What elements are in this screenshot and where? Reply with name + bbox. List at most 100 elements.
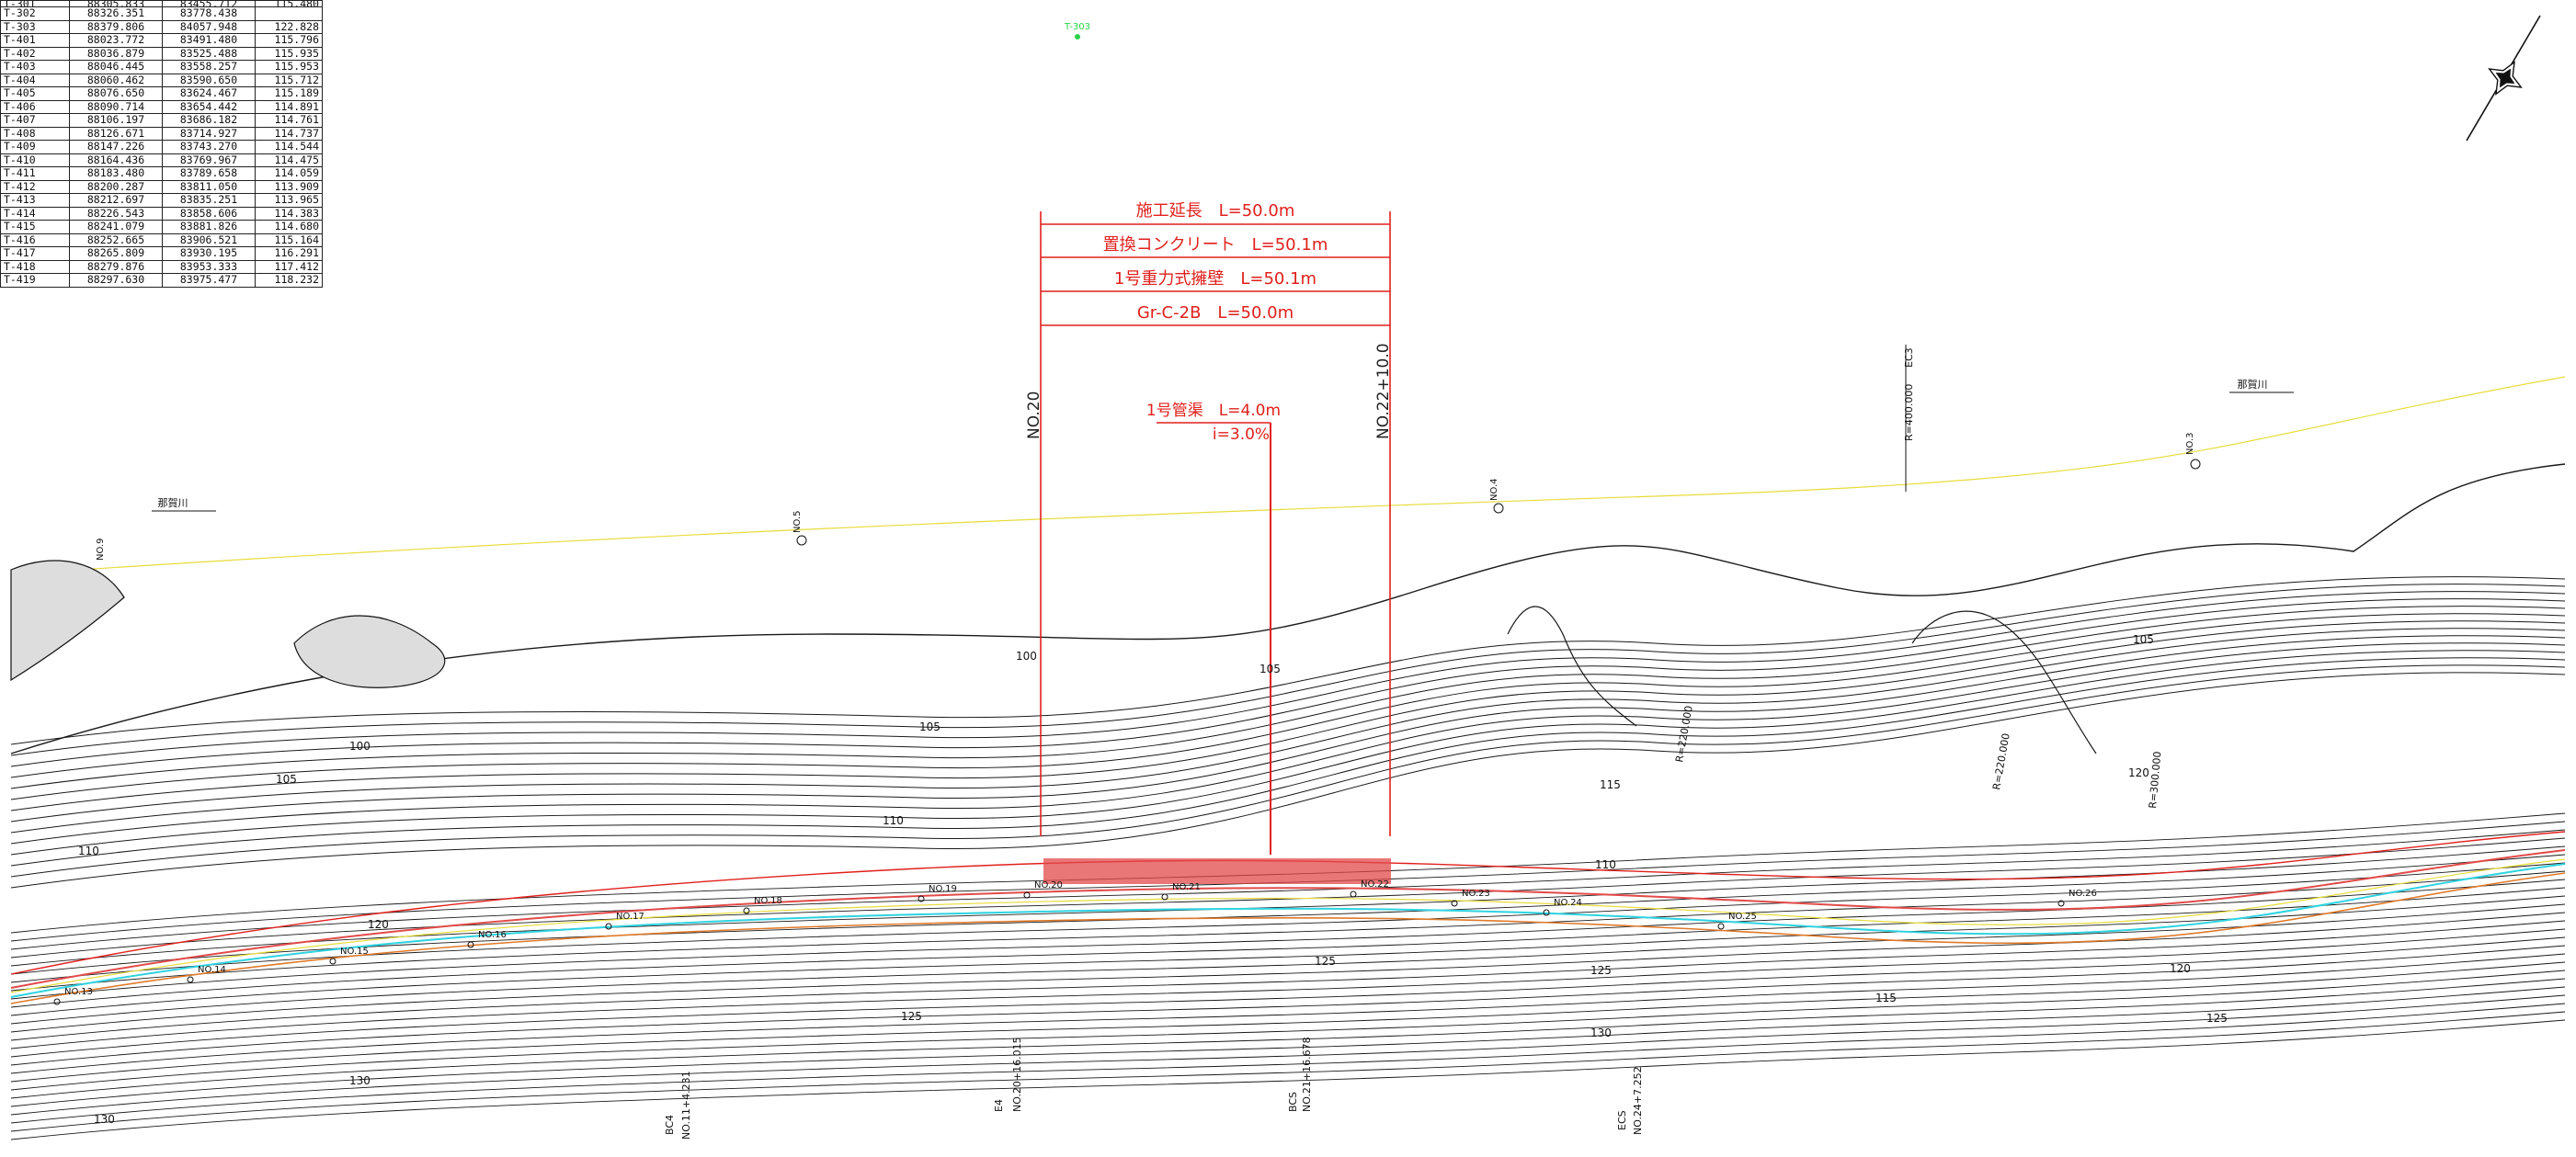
survey-row: T-407 88106.197 83686.182 114.761 [0,113,323,128]
x-coord: 88297.630 [69,273,163,288]
bottom-label-e4: E4 [993,1099,1005,1112]
station-end-label: NO.22+10.0 [1374,343,1393,439]
point-id: T-415 [0,220,70,234]
curve-label-ec3: EC3 [1903,347,1915,368]
y-coord: 83558.257 [162,60,256,74]
elevation: 114.544 [255,140,323,154]
elevation: 118.232 [255,273,323,288]
road-station-label: NO.19 [929,884,957,894]
point-id: T-409 [0,140,70,154]
contour-label: 130 [349,1074,370,1087]
elevation: 113.909 [255,179,323,194]
contour-label: 130 [94,1113,115,1126]
point-id: T-418 [0,259,70,274]
y-coord: 83835.251 [162,193,256,208]
survey-row: T-412 88200.287 83811.050 113.909 [0,179,323,194]
road-station-label: NO.21 [1172,882,1201,892]
contour-label: 120 [2170,962,2191,975]
survey-row: T-413 88212.697 83835.251 113.965 [0,193,323,208]
curve-label-bc-b: NO.21+16.678 [1301,1037,1313,1112]
x-coord: 88226.543 [69,206,163,221]
contour-label: 110 [1595,858,1616,871]
survey-row: T-411 88183.480 83789.658 114.059 [0,166,323,181]
curve-label-bc-left: NO.11+4.231 [680,1071,692,1140]
survey-row: T-401 88023.772 83491.480 115.796 [0,33,323,48]
elevation: 115.953 [255,60,323,74]
elevation: 122.828 [255,19,323,34]
station-no4: NO.4 [1489,479,1499,502]
y-coord: 83686.182 [162,113,256,128]
road-station-label: NO.22 [1361,879,1389,890]
elevation: 115.480 [255,0,323,7]
culvert-slope-label: i=3.0% [1213,425,1270,444]
elevation: 115.796 [255,33,323,48]
elevation: 114.761 [255,113,323,128]
retaining-wall-label: 1号重力式擁壁 L=50.1m [1114,269,1316,289]
guardrail-label: Gr-C-2B L=50.0m [1137,303,1294,323]
river-label-right: 那賀川 [2238,379,2268,391]
construction-length-label: 施工延長 L=50.0m [1136,201,1295,221]
y-coord: 83714.927 [162,126,256,141]
elevation: 114.059 [255,166,323,181]
road-station-label: NO.20 [1034,880,1063,890]
survey-row: T-409 88147.226 83743.270 114.544 [0,140,323,154]
point-id: T-419 [0,273,70,288]
survey-row: T-408 88126.671 83714.927 114.737 [0,126,323,141]
x-coord: 88200.287 [69,179,163,194]
point-id: T-405 [0,86,70,101]
dimension-annotations: 施工延長 L=50.0m 置換コンクリート L=50.1m 1号重力式擁壁 L=… [1025,201,1393,884]
contour-label: 105 [1260,663,1281,675]
survey-row: T-414 88226.543 83858.606 114.383 [0,206,323,221]
contour-label: 120 [2128,766,2149,779]
point-id: T-416 [0,233,70,247]
y-coord: 83590.650 [162,73,256,87]
x-coord: 88090.714 [69,99,163,114]
road-station-label: NO.16 [478,930,507,940]
y-coord: 83881.826 [162,220,256,234]
survey-row: T-404 88060.462 83590.650 115.712 [0,73,323,87]
curve-label-ec-bottom: NO.24+7.252 [1632,1066,1644,1135]
x-coord: 88164.436 [69,153,163,167]
curve-label-r300: R=300.000 [2147,751,2163,809]
y-coord: 83975.477 [162,273,256,288]
y-coord: 83654.442 [162,99,256,114]
survey-row: T-419 88297.630 83975.477 118.232 [0,273,323,288]
road-station-label: NO.17 [616,912,644,922]
survey-row: T-410 88164.436 83769.967 114.475 [0,153,323,167]
y-coord: 83953.333 [162,259,256,274]
bottom-label-bcs: BCS [1287,1092,1299,1112]
point-id: T-410 [0,153,70,167]
contour-label: 125 [2206,1012,2228,1025]
t303-label: T-303 [1064,22,1090,32]
survey-row: T-415 88241.079 83881.826 114.680 [0,220,323,234]
x-coord: 88183.480 [69,166,163,181]
contour-label: 110 [883,814,904,827]
elevation: 114.891 [255,99,323,114]
x-coord: 88147.226 [69,140,163,154]
contour-label: 130 [1590,1027,1612,1039]
road-station-label: NO.18 [754,896,782,906]
survey-row: T-402 88036.879 83525.488 115.935 [0,46,323,61]
contour-label: 100 [349,740,370,753]
road-station-label: NO.25 [1728,912,1757,922]
curve-label-r220-a: R=220.000 [1673,705,1695,764]
y-coord: 83811.050 [162,179,256,194]
elevation: 115.935 [255,46,323,61]
elevation: 113.965 [255,193,323,208]
rock-outcrops [10,560,446,688]
contour-label: 125 [901,1010,922,1023]
y-coord: 83525.488 [162,46,256,61]
station-no5: NO.5 [792,511,803,534]
bottom-label-bc4: BC4 [664,1115,676,1135]
contour-label: 115 [1600,778,1621,791]
contour-label: 115 [1875,992,1897,1004]
x-coord: 88036.879 [69,46,163,61]
contour-label: 125 [1590,964,1612,977]
elevation: 114.737 [255,126,323,141]
x-coord: 88252.665 [69,233,163,247]
y-coord: 83906.521 [162,233,256,247]
road-station-labels: NO.13 NO.14 NO.15 NO.16 NO.17 NO.18 NO.19 NO.20… [53,879,2097,1005]
survey-row: T-403 88046.445 83558.257 115.953 [0,60,323,74]
contour-label: 100 [1016,650,1037,663]
contour-label: 120 [368,918,389,931]
